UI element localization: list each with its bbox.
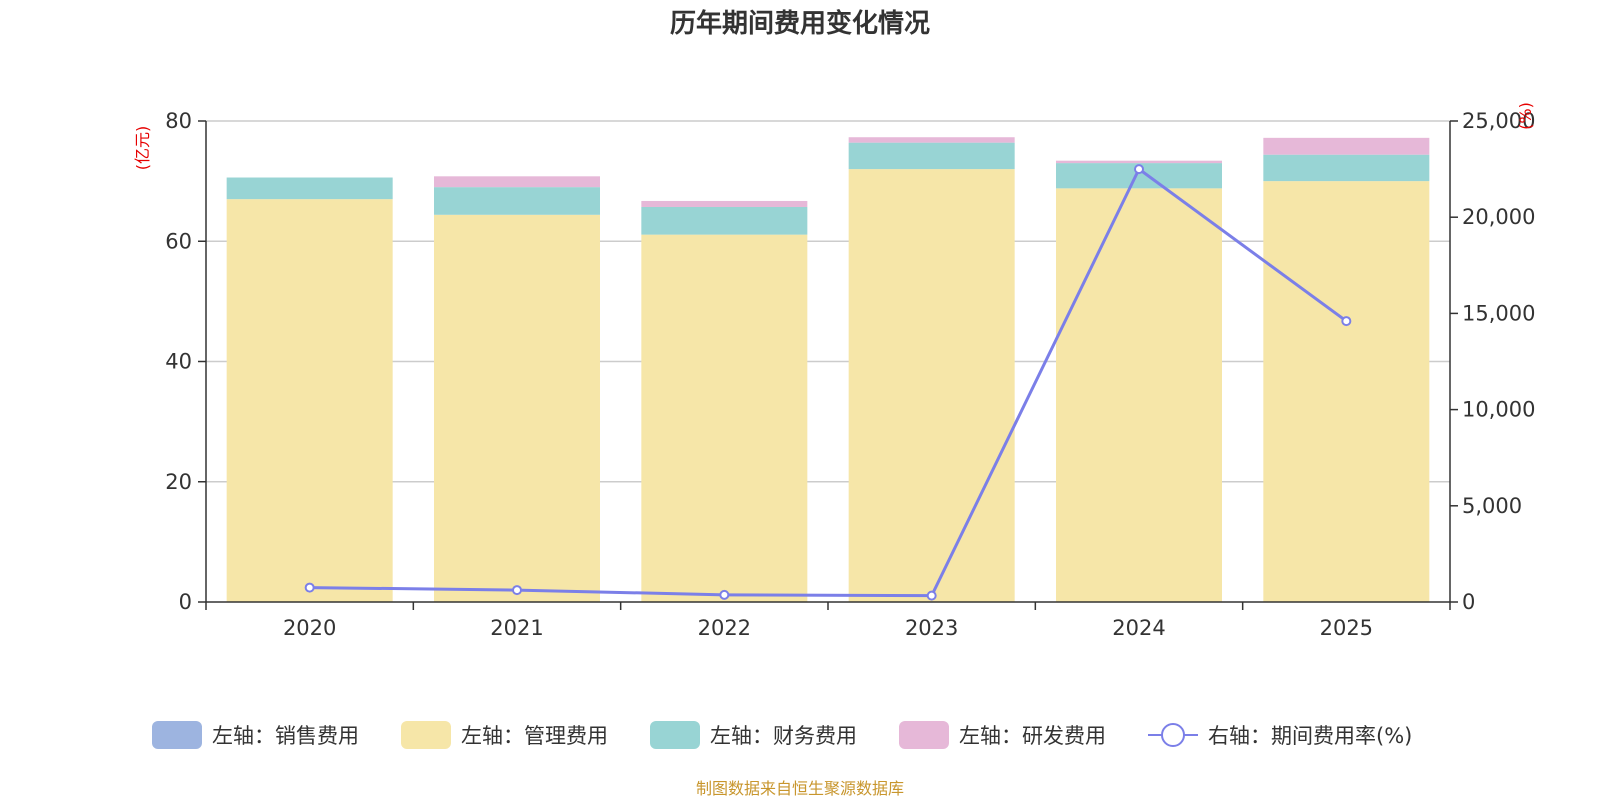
- bar-segment: [1263, 181, 1430, 602]
- right-tick-label: 15,000: [1462, 301, 1535, 325]
- bar-segment: [434, 187, 600, 215]
- legend-label[interactable]: 左轴：管理费用: [461, 724, 608, 748]
- x-tick-label: 2020: [283, 616, 336, 640]
- legend-label[interactable]: 右轴：期间费用率(%): [1208, 724, 1412, 748]
- bar-segment: [641, 200, 808, 207]
- right-tick-label: 25,000: [1462, 109, 1535, 133]
- legend-label[interactable]: 左轴：销售费用: [212, 724, 359, 748]
- bar-segment: [641, 234, 808, 603]
- x-tick-label: 2022: [698, 616, 751, 640]
- bar-segment: [1263, 137, 1430, 155]
- legend-label[interactable]: 左轴：研发费用: [959, 724, 1106, 748]
- legend-swatch[interactable]: [152, 721, 202, 749]
- left-axis-unit: (亿元): [133, 126, 152, 171]
- bar-segment: [226, 177, 393, 200]
- line-series: [304, 164, 1352, 601]
- bar-segment: [1056, 188, 1222, 602]
- right-tick-label: 5,000: [1462, 494, 1522, 518]
- x-tick-label: 2023: [905, 616, 958, 640]
- rate-point: [1134, 164, 1144, 175]
- chart-title: 历年期间费用变化情况: [670, 8, 930, 39]
- left-tick-label: 80: [165, 109, 192, 133]
- left-tick-label: 40: [165, 350, 192, 374]
- rate-point: [926, 590, 937, 601]
- legend-swatch[interactable]: [650, 721, 700, 749]
- bar-segment: [1263, 154, 1430, 182]
- bar-segment: [226, 199, 393, 602]
- legend-label[interactable]: 左轴：财务费用: [710, 724, 857, 748]
- bar-segment: [1056, 160, 1222, 164]
- x-tick-label: 2021: [490, 616, 543, 640]
- left-tick-label: 0: [179, 590, 192, 614]
- legend-swatch[interactable]: [401, 721, 451, 749]
- legend-swatch[interactable]: [899, 721, 949, 749]
- rate-line: [309, 166, 1348, 598]
- gridlines: [206, 120, 1450, 483]
- rate-point: [719, 589, 730, 600]
- right-tick-label: 20,000: [1462, 205, 1535, 229]
- bar-segment: [848, 169, 1015, 602]
- rate-point: [1341, 316, 1352, 327]
- right-tick-label: 10,000: [1462, 398, 1535, 422]
- axes: 0 20 40 60 80 0 5,000 10,000 15,000 20,000 25,000 2…: [165, 109, 1535, 640]
- rate-point: [512, 585, 522, 596]
- left-tick-label: 20: [165, 470, 192, 494]
- right-tick-label: 0: [1462, 590, 1475, 614]
- x-tick-label: 2024: [1112, 616, 1165, 640]
- bar-segment: [641, 206, 808, 235]
- bar-segment: [848, 137, 1015, 143]
- rate-point: [304, 582, 315, 593]
- bar-segment: [848, 142, 1015, 170]
- x-tick-label: 2025: [1320, 616, 1373, 640]
- legend-marker-swatch[interactable]: [1161, 723, 1185, 747]
- bars: [226, 137, 1430, 603]
- source-note: 制图数据来自恒生聚源数据库: [696, 779, 904, 798]
- bar-segment: [434, 214, 600, 603]
- left-tick-label: 60: [165, 229, 192, 253]
- bar-segment: [434, 176, 600, 188]
- legend: 左轴：销售费用 左轴：管理费用 左轴：财务费用 左轴：研发费用 右轴：期间费用率(%): [152, 721, 1412, 749]
- right-axis-unit: (%): [1516, 102, 1535, 130]
